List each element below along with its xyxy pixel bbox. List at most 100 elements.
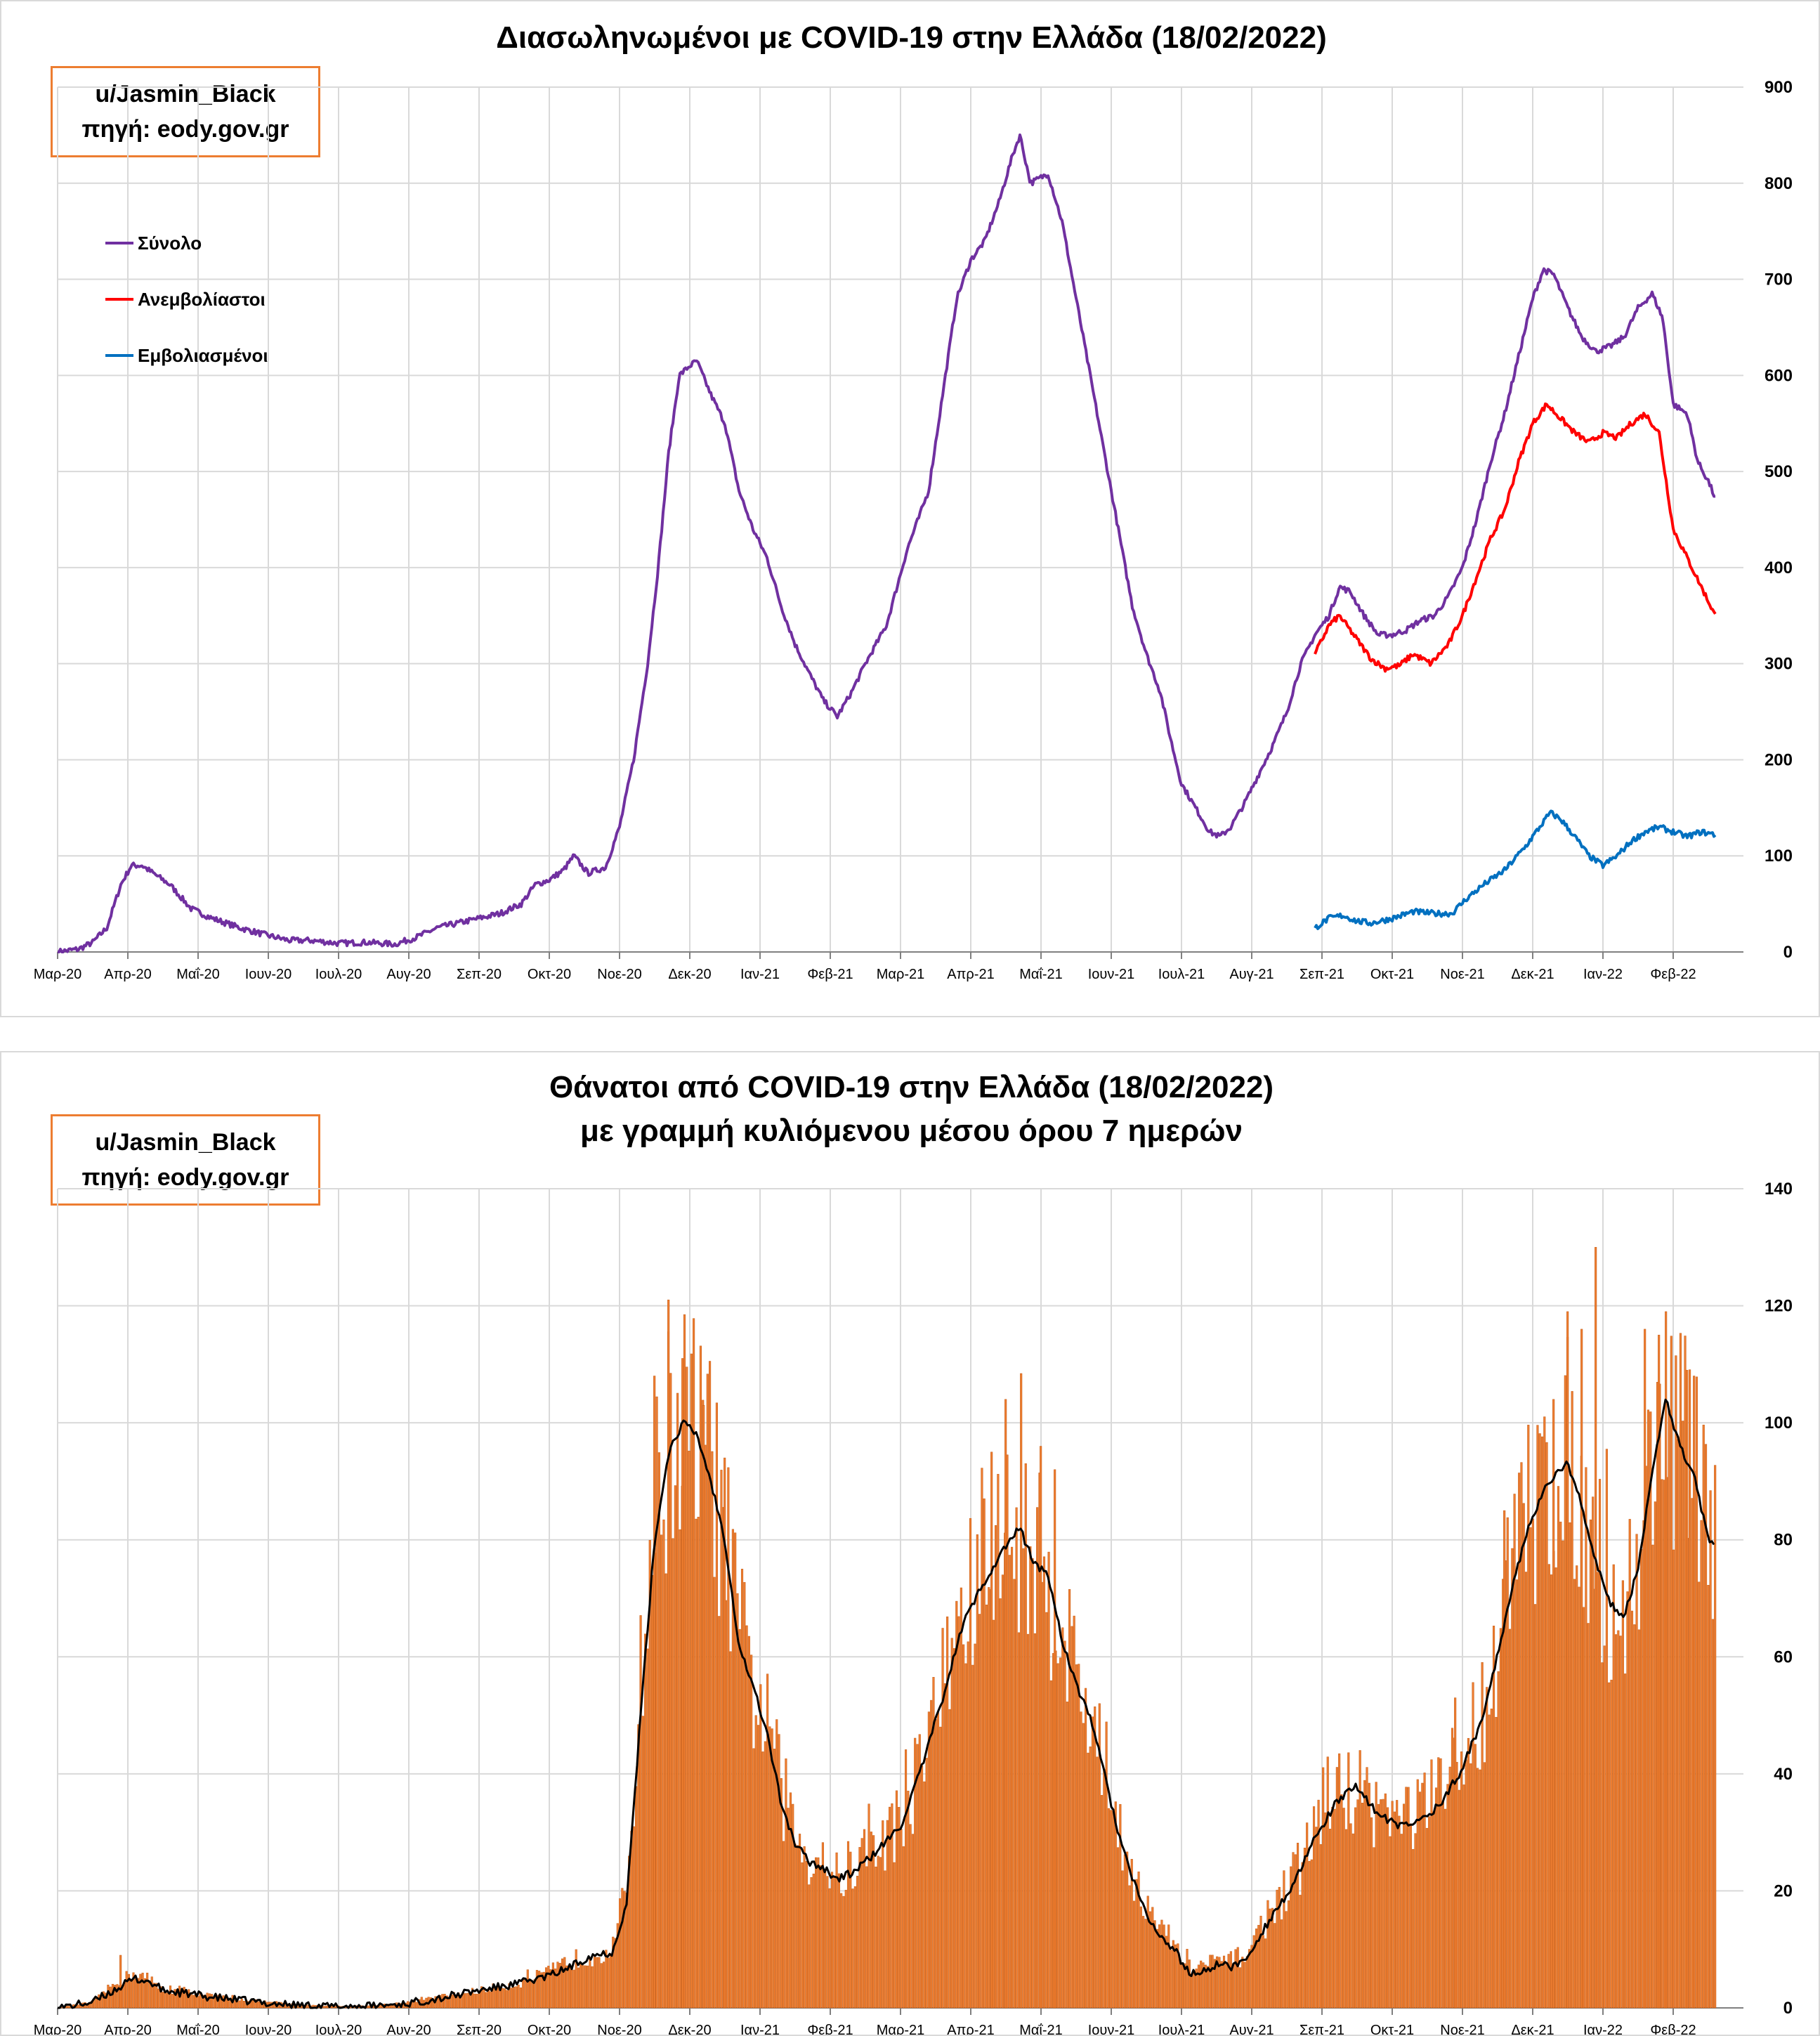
- credit-source: πηγή: eody.gov.gr: [81, 1164, 289, 1191]
- daily-deaths-bar: [747, 1636, 750, 2009]
- daily-deaths-bar: [686, 1366, 688, 2009]
- daily-deaths-bar: [690, 1353, 693, 2009]
- daily-deaths-spike-bar: [1552, 1399, 1555, 2009]
- deaths-x-tick-label: Μαρ-20: [34, 2023, 82, 2035]
- daily-deaths-bar: [729, 1651, 732, 2009]
- daily-deaths-bar: [796, 1845, 799, 2009]
- daily-deaths-bar: [1306, 1822, 1309, 2009]
- daily-deaths-bar: [1486, 1687, 1488, 2009]
- credit-author: u/Jasmin_Black: [95, 81, 276, 107]
- daily-deaths-bar: [1073, 1615, 1075, 2009]
- deaths-y-tick-label: 20: [1774, 1881, 1793, 1900]
- daily-deaths-bar: [891, 1803, 893, 2009]
- daily-deaths-bar: [1564, 1375, 1566, 2009]
- daily-deaths-bar: [1635, 1534, 1638, 2009]
- daily-deaths-bar: [939, 1726, 942, 2009]
- daily-deaths-bar: [1137, 1871, 1140, 2009]
- daily-deaths-bar: [1075, 1664, 1078, 2009]
- daily-deaths-bar: [1186, 1949, 1189, 2009]
- daily-deaths-bar: [1432, 1811, 1435, 2009]
- daily-deaths-bar: [114, 1985, 117, 2009]
- daily-deaths-bar: [141, 1972, 144, 2009]
- daily-deaths-bar: [528, 1980, 532, 2009]
- daily-deaths-bar: [476, 1993, 478, 2009]
- intubated-x-tick-label: Μαρ-21: [877, 967, 925, 982]
- daily-deaths-bar: [745, 1625, 748, 2009]
- daily-deaths-bar: [1344, 1829, 1348, 2009]
- daily-deaths-bar: [1144, 1919, 1147, 2009]
- daily-deaths-bar: [526, 1969, 529, 2009]
- daily-deaths-bar: [1361, 1803, 1364, 2009]
- daily-deaths-bar: [1389, 1836, 1392, 2009]
- daily-deaths-bar: [1474, 1744, 1477, 2009]
- daily-deaths-spike-bar: [1454, 1697, 1457, 2009]
- daily-deaths-bar: [445, 1995, 448, 2009]
- deaths-y-tick-label: 80: [1774, 1531, 1793, 1550]
- daily-deaths-bar: [662, 1519, 665, 2009]
- daily-deaths-bar: [1181, 1962, 1184, 2009]
- daily-deaths-bar: [988, 1587, 990, 2009]
- deaths-x-tick-label: Ιουλ-21: [1158, 2023, 1205, 2035]
- daily-deaths-bar: [174, 1989, 176, 2009]
- daily-deaths-bar: [197, 1996, 199, 2009]
- daily-deaths-bar: [875, 1866, 877, 2009]
- daily-deaths-bar: [554, 1969, 557, 2009]
- daily-deaths-bar: [1274, 1923, 1276, 2009]
- daily-deaths-bar: [1626, 1591, 1629, 2009]
- daily-deaths-bar: [676, 1392, 679, 2009]
- daily-deaths-bar: [863, 1829, 866, 2009]
- daily-deaths-bar: [1177, 1943, 1179, 2009]
- daily-deaths-bar: [872, 1835, 875, 2009]
- daily-deaths-bar: [1700, 1520, 1703, 2009]
- daily-deaths-bar: [1301, 1862, 1304, 2009]
- daily-deaths-bar: [1056, 1663, 1059, 2009]
- intubated-credit-box: u/Jasmin_Black πηγή: eody.gov.gr: [51, 66, 320, 157]
- daily-deaths-bar: [1384, 1793, 1387, 2009]
- daily-deaths-bar: [1232, 1964, 1235, 2009]
- daily-deaths-bar: [1290, 1866, 1292, 2009]
- daily-deaths-bar: [948, 1709, 951, 2009]
- daily-deaths-bar: [510, 1988, 513, 2009]
- daily-deaths-bar: [771, 1728, 773, 2009]
- daily-deaths-bar: [1670, 1336, 1672, 2009]
- daily-deaths-bar: [1269, 1908, 1271, 2009]
- daily-deaths-bar: [577, 1967, 580, 2009]
- daily-deaths-bar: [1522, 1503, 1525, 2009]
- daily-deaths-bar: [1202, 1962, 1205, 2009]
- daily-deaths-bar: [978, 1614, 981, 2009]
- daily-deaths-bar: [853, 1886, 856, 2009]
- daily-deaths-bar: [136, 1978, 140, 2009]
- daily-deaths-bar: [842, 1895, 845, 2009]
- daily-deaths-bar: [1036, 1507, 1039, 2009]
- daily-deaths-bar: [1354, 1807, 1357, 2009]
- daily-deaths-bar: [1499, 1628, 1502, 2009]
- daily-deaths-bar: [1322, 1767, 1325, 2009]
- daily-deaths-bar: [1080, 1711, 1082, 2009]
- deaths-x-tick-label: Ιουν-20: [245, 2023, 292, 2035]
- daily-deaths-bar: [614, 1938, 617, 2009]
- daily-deaths-bar: [1238, 1967, 1242, 2009]
- intubated-chart-title: Διασωληνωμένοι με COVID-19 στην Ελλάδα (…: [496, 20, 1327, 55]
- daily-deaths-bar: [932, 1677, 935, 2009]
- daily-deaths-bar: [1661, 1479, 1663, 2009]
- daily-deaths-spike-bar: [653, 1376, 656, 2009]
- daily-deaths-bar: [1204, 1964, 1207, 2009]
- daily-deaths-bar: [634, 1786, 638, 2009]
- intubated-x-tick-label: Απρ-20: [104, 967, 151, 982]
- daily-deaths-bar: [1123, 1854, 1126, 2009]
- daily-deaths-bar: [858, 1847, 861, 2009]
- daily-deaths-bar: [1412, 1848, 1415, 2009]
- daily-deaths-bar: [1068, 1588, 1071, 2009]
- deaths-x-tick-label: Αυγ-21: [1229, 2023, 1274, 2035]
- daily-deaths-bar: [672, 1538, 674, 2009]
- daily-deaths-bar: [143, 1978, 146, 2009]
- daily-deaths-bar: [1472, 1682, 1474, 2009]
- daily-deaths-bar: [870, 1832, 872, 2009]
- deaths-x-tick-label: Νοε-21: [1440, 2023, 1484, 2035]
- daily-deaths-bar: [1382, 1799, 1384, 2009]
- deaths-x-tick-label: Σεπ-20: [457, 2023, 502, 2035]
- daily-deaths-bar: [1020, 1373, 1023, 2009]
- daily-deaths-bar: [494, 1988, 497, 2009]
- daily-deaths-bar: [964, 1663, 967, 2009]
- daily-deaths-bar: [1049, 1680, 1052, 2009]
